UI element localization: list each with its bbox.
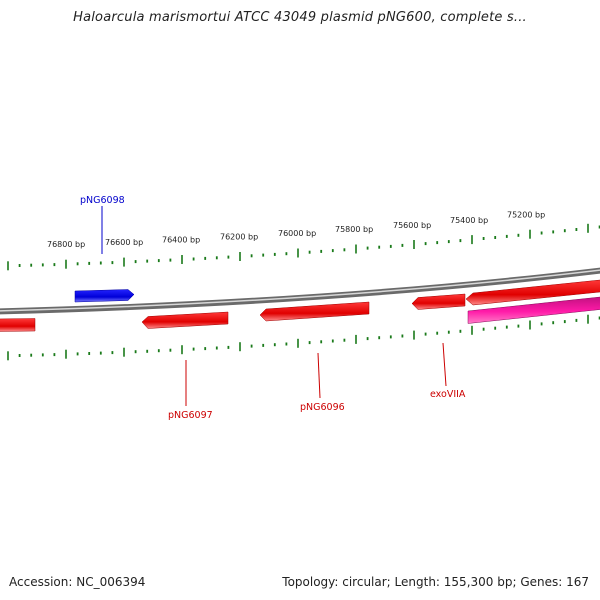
- scale-label: 76400 bp: [162, 236, 200, 245]
- scale-label: 76200 bp: [220, 233, 258, 242]
- label-pNG6096[interactable]: pNG6096: [300, 402, 345, 413]
- leader-pNG6096: [317, 352, 321, 399]
- scale-label: 75200 bp: [507, 211, 545, 220]
- label-pNG6098[interactable]: pNG6098: [80, 195, 125, 206]
- summary-text: Topology: circular; Length: 155,300 bp; …: [282, 575, 589, 589]
- gene-right-pink[interactable]: [467, 296, 600, 324]
- scale-labels: 76800 bp 76600 bp 76400 bp 76200 bp 76000 bp…: [47, 211, 545, 250]
- backbone-highlight: [0, 269, 600, 312]
- accession-text: Accession: NC_006394: [9, 575, 146, 589]
- gene-left-edge[interactable]: [0, 318, 36, 332]
- scale-label: 75400 bp: [450, 216, 488, 225]
- scale-label: 76800 bp: [47, 240, 85, 249]
- scale-label: 76000 bp: [278, 229, 316, 238]
- upper-scale-ruler: [7, 223, 600, 271]
- gene-right-red[interactable]: [465, 279, 600, 306]
- gene-pNG6098[interactable]: [74, 289, 135, 303]
- scale-label: 76600 bp: [105, 238, 143, 247]
- gene-pNG6097[interactable]: [141, 311, 229, 329]
- label-exoVIIA[interactable]: exoVIIA: [430, 389, 466, 400]
- label-pNG6097[interactable]: pNG6097: [168, 410, 213, 421]
- lower-scale-ruler: [7, 314, 600, 361]
- scale-label: 75600 bp: [393, 221, 431, 230]
- leader-exoVIIA: [442, 342, 447, 387]
- gene-exoVIIA[interactable]: [411, 293, 466, 310]
- gene-pNG6096[interactable]: [259, 301, 370, 322]
- scale-label: 75800 bp: [335, 225, 373, 234]
- map-title: Haloarcula marismortui ATCC 43049 plasmi…: [73, 10, 527, 25]
